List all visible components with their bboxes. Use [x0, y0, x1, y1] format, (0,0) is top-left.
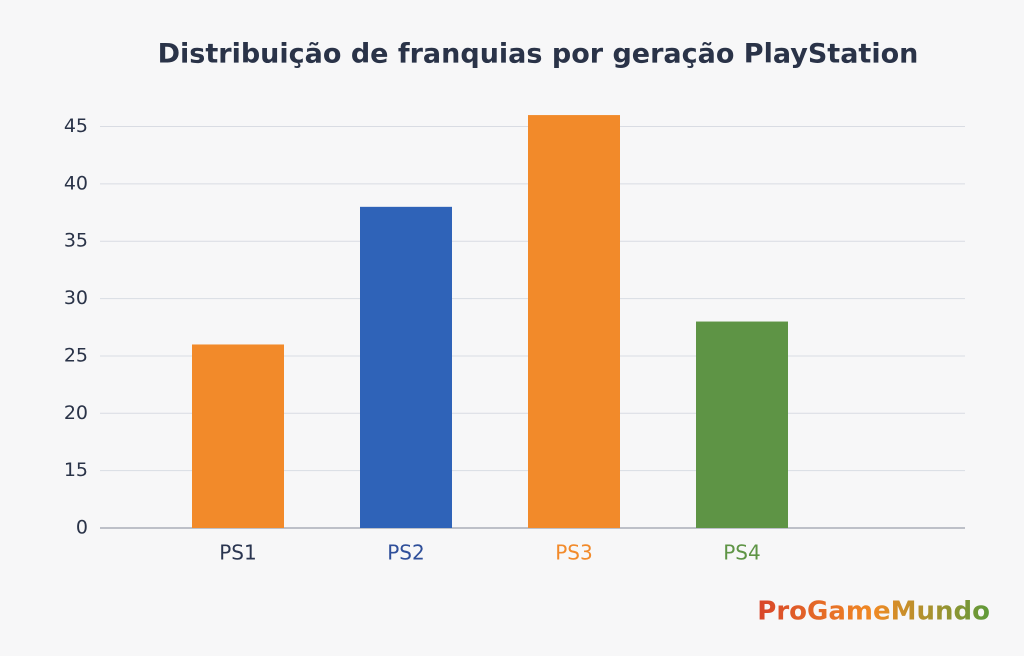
bar [528, 115, 620, 529]
bar [192, 344, 284, 528]
watermark: ProGameMundo [757, 597, 990, 627]
y-tick-label: 30 [64, 287, 88, 309]
chart-title: Distribuição de franquias por geração Pl… [158, 39, 919, 70]
x-tick-label: PS2 [387, 541, 424, 565]
y-tick-label: 35 [64, 230, 88, 252]
x-tick-label: PS1 [219, 541, 256, 565]
y-tick-label: 20 [64, 402, 88, 424]
y-tick-label: 0 [76, 517, 88, 539]
x-tick-label: PS3 [555, 541, 592, 565]
bar [360, 206, 452, 528]
x-tick-label: PS4 [723, 541, 760, 565]
y-tick-label: 25 [64, 344, 88, 366]
y-tick-label: 40 [64, 172, 88, 194]
y-tick-label: 15 [64, 459, 88, 481]
bar [696, 321, 788, 528]
y-tick-label: 45 [64, 115, 88, 137]
